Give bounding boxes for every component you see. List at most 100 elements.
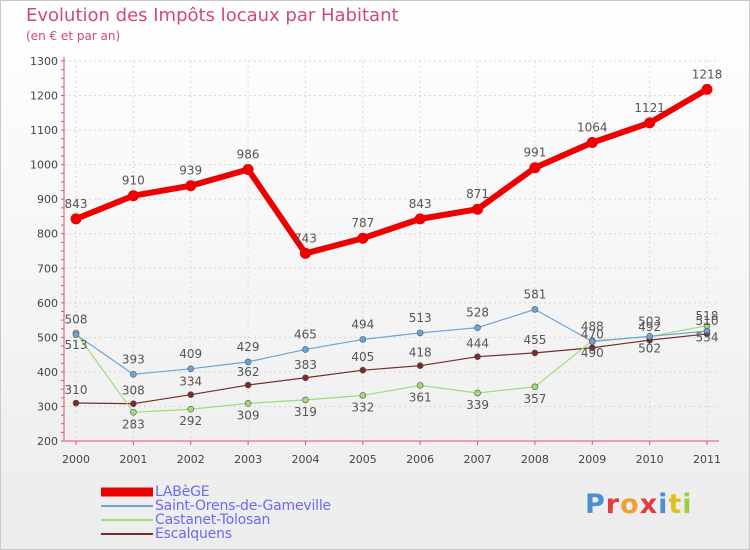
data-point-saint-orens-de-gameville [302,346,309,353]
data-label-escalquens: 470 [581,328,604,342]
data-point-saint-orens-de-gameville [588,338,596,345]
data-label-escalquens: 444 [466,337,489,351]
y-tick-label: 700 [37,262,58,275]
y-tick-label: 600 [37,297,58,310]
data-point-saint-orens-de-gameville [359,336,367,343]
x-tick-label: 2001 [119,453,147,466]
data-point-lab-ge [472,203,484,215]
data-label-castanet-tolosan: 361 [409,390,432,404]
data-label-escalquens: 383 [294,358,317,372]
logo-letter: o [620,489,640,520]
x-tick-label: 2011 [693,453,721,466]
data-point-escalquens [187,391,195,399]
data-point-saint-orens-de-gameville [531,306,539,313]
data-label-escalquens: 455 [523,333,546,347]
data-point-castanet-tolosan [359,392,367,399]
data-point-saint-orens-de-gameville [130,371,137,378]
data-label-saint-orens-de-gameville: 513 [409,311,432,325]
data-point-castanet-tolosan [187,405,195,413]
x-tick-label: 2003 [234,453,262,466]
legend-label: Escalquens [155,526,232,542]
legend-swatch [101,519,153,521]
data-point-escalquens [531,349,539,357]
data-label-lab-ge: 743 [294,231,317,245]
y-tick-label: 1100 [30,124,58,137]
x-tick-label: 2010 [636,453,664,466]
data-point-escalquens [359,366,367,374]
data-label-castanet-tolosan: 332 [351,400,374,414]
data-point-saint-orens-de-gameville [187,365,195,373]
data-point-lab-ge [644,117,656,129]
x-tick-label: 2007 [464,453,492,466]
data-label-castanet-tolosan: 513 [65,338,88,352]
data-point-lab-ge [127,190,139,202]
data-point-lab-ge [529,162,541,174]
x-tick-label: 2006 [406,453,434,466]
data-label-lab-ge: 986 [237,147,260,161]
data-point-saint-orens-de-gameville [474,324,481,331]
data-label-lab-ge: 991 [523,146,546,160]
x-tick-label: 2000 [62,453,90,466]
data-point-lab-ge [414,213,426,225]
data-label-castanet-tolosan: 283 [122,417,145,431]
legend-swatch [101,533,153,535]
data-label-saint-orens-de-gameville: 581 [523,287,546,301]
data-label-escalquens: 492 [638,320,661,334]
data-label-lab-ge: 843 [65,197,88,211]
data-point-escalquens [416,362,424,369]
series-line-escalquens [75,333,708,405]
data-point-castanet-tolosan [416,382,424,389]
data-point-escalquens [244,381,252,389]
y-tick-label: 200 [37,435,58,448]
data-point-escalquens [72,399,80,407]
data-label-castanet-tolosan: 357 [523,392,546,406]
data-point-saint-orens-de-gameville [72,331,80,338]
data-label-castanet-tolosan: 490 [581,346,604,360]
y-tick-label: 800 [37,228,58,241]
x-tick-label: 2002 [177,453,205,466]
series-line-lab-ge [74,86,709,257]
data-point-escalquens [130,400,137,407]
data-label-castanet-tolosan: 309 [237,408,260,422]
logo-letter: i [682,489,693,520]
data-label-lab-ge: 843 [409,197,432,211]
data-label-castanet-tolosan: 534 [696,331,719,345]
data-label-lab-ge: 871 [466,187,489,201]
data-point-saint-orens-de-gameville [244,358,252,366]
legend-label: Castanet-Tolosan [155,512,271,528]
data-point-castanet-tolosan [474,389,481,397]
data-label-lab-ge: 910 [122,174,145,188]
data-point-lab-ge [586,137,598,149]
data-label-escalquens: 310 [65,383,88,397]
data-label-castanet-tolosan: 292 [179,414,202,428]
logo-letter: x [639,489,659,520]
data-point-escalquens [474,353,481,361]
data-point-lab-ge [242,163,254,175]
data-point-saint-orens-de-gameville [703,327,711,335]
data-label-saint-orens-de-gameville: 409 [179,347,202,361]
y-tick-label: 500 [37,331,58,344]
y-tick-label: 400 [37,366,58,379]
data-label-escalquens: 510 [696,314,719,328]
data-point-castanet-tolosan [531,383,539,391]
y-tick-label: 900 [37,193,58,206]
x-tick-label: 2008 [521,453,549,466]
data-point-lab-ge [701,83,713,95]
data-label-saint-orens-de-gameville: 393 [122,352,145,366]
data-label-saint-orens-de-gameville: 528 [466,306,489,320]
data-label-escalquens: 418 [409,346,432,360]
data-label-lab-ge: 1064 [577,121,608,135]
data-point-saint-orens-de-gameville [416,329,424,337]
data-label-escalquens: 405 [351,350,374,364]
legend-label: Saint-Orens-de-Gameville [155,498,331,514]
data-point-castanet-tolosan [130,409,137,416]
data-label-castanet-tolosan: 339 [466,398,489,412]
data-label-lab-ge: 1218 [692,67,723,81]
data-point-saint-orens-de-gameville [646,333,653,340]
logo-letter: i [658,489,669,520]
data-label-saint-orens-de-gameville: 518 [696,309,719,323]
logo-letter: t [668,489,683,520]
logo-letter: P [585,489,606,520]
